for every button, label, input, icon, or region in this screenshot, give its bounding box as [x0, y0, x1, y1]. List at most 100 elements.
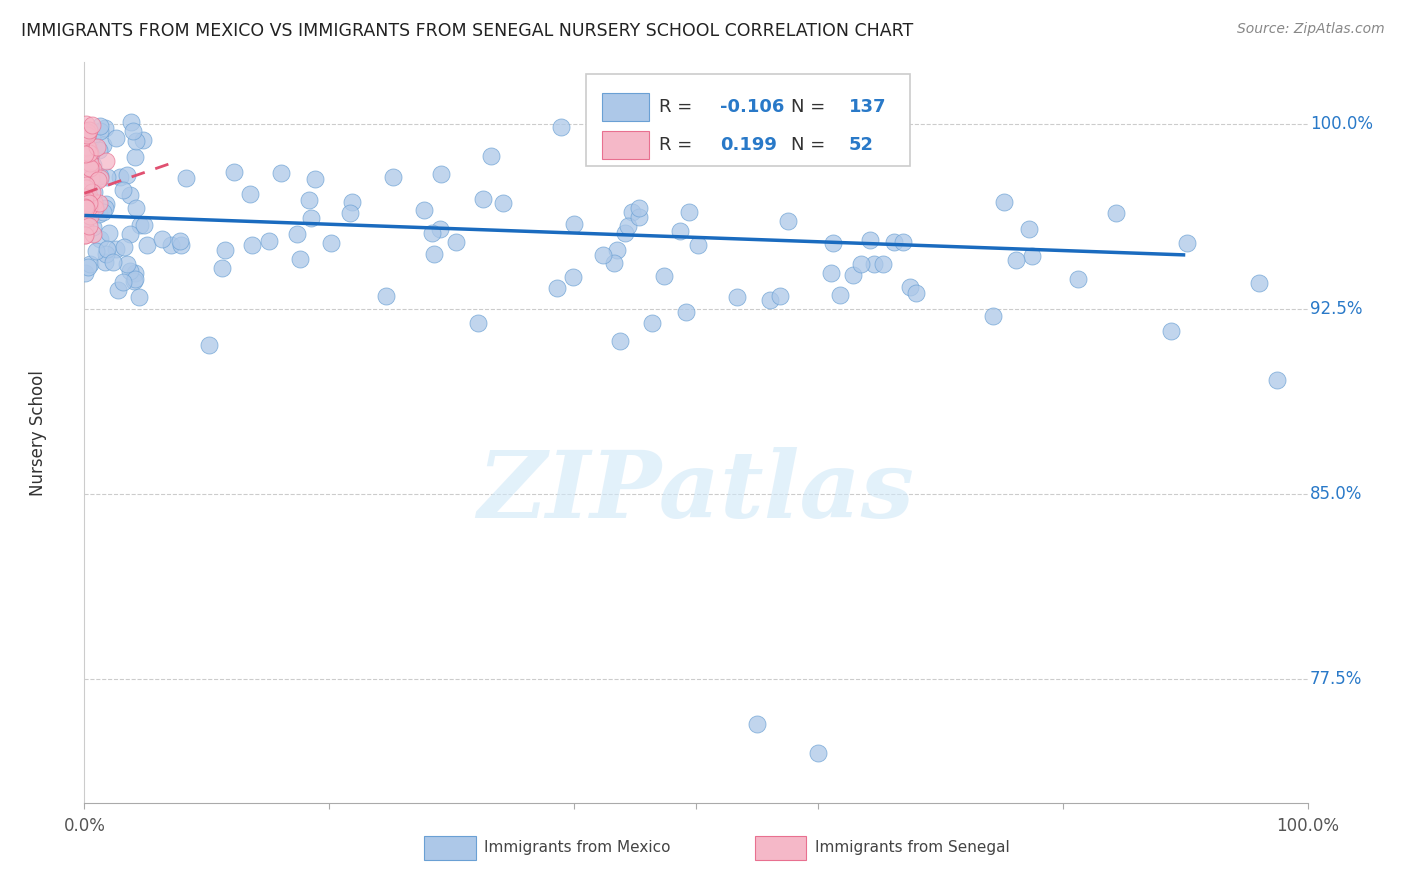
- Point: [851, 257, 873, 271]
- Point: [981, 309, 1004, 323]
- Point: [125, 134, 148, 148]
- Point: [75, 200, 97, 214]
- Point: [77, 189, 100, 203]
- Point: [444, 235, 467, 249]
- Point: [83, 185, 105, 199]
- Point: [564, 217, 586, 231]
- Point: [492, 196, 515, 211]
- Point: [79, 145, 101, 160]
- Point: [1175, 236, 1198, 251]
- Point: [239, 186, 262, 201]
- Point: [86, 139, 108, 153]
- Point: [94, 197, 117, 211]
- Point: [621, 205, 644, 219]
- Point: [823, 236, 845, 251]
- Point: [76, 141, 98, 155]
- Point: [124, 266, 146, 280]
- Point: [73, 132, 96, 146]
- Point: [84, 244, 107, 259]
- Point: [429, 222, 451, 236]
- Point: [1265, 373, 1288, 387]
- Point: [73, 189, 96, 203]
- Point: [1105, 206, 1128, 220]
- Point: [89, 143, 111, 157]
- Point: [79, 161, 101, 175]
- Point: [112, 240, 135, 254]
- Point: [79, 161, 101, 175]
- Point: [75, 118, 97, 132]
- Point: [91, 204, 114, 219]
- Point: [842, 268, 865, 283]
- FancyBboxPatch shape: [755, 836, 806, 860]
- Point: [76, 183, 98, 197]
- Point: [94, 154, 117, 169]
- Point: [75, 180, 97, 194]
- Point: [420, 226, 443, 240]
- Point: [75, 181, 97, 195]
- Point: [79, 155, 101, 169]
- Text: R =: R =: [659, 136, 693, 154]
- Point: [562, 270, 585, 285]
- Point: [94, 254, 117, 268]
- Point: [240, 237, 263, 252]
- Text: R =: R =: [659, 98, 693, 116]
- Point: [124, 272, 146, 286]
- Point: [96, 242, 118, 256]
- FancyBboxPatch shape: [602, 131, 650, 160]
- Point: [73, 200, 96, 214]
- Point: [79, 257, 101, 271]
- Point: [150, 232, 173, 246]
- Point: [84, 203, 107, 218]
- Point: [214, 243, 236, 257]
- Point: [340, 194, 363, 209]
- Point: [75, 133, 97, 147]
- Point: [641, 316, 664, 330]
- Point: [479, 149, 502, 163]
- Text: N =: N =: [792, 136, 825, 154]
- Point: [617, 219, 640, 233]
- Point: [883, 235, 905, 249]
- Point: [82, 227, 104, 241]
- Point: [77, 199, 100, 213]
- Point: [170, 238, 193, 252]
- Point: [89, 171, 111, 186]
- Point: [91, 138, 114, 153]
- Point: [120, 115, 142, 129]
- Point: [606, 244, 628, 258]
- Point: [89, 169, 111, 183]
- Point: [859, 233, 882, 247]
- Point: [122, 124, 145, 138]
- Point: [891, 235, 914, 249]
- Point: [1247, 277, 1270, 291]
- Point: [285, 227, 308, 241]
- Point: [467, 316, 489, 330]
- Text: 85.0%: 85.0%: [1310, 485, 1362, 503]
- Text: Source: ZipAtlas.com: Source: ZipAtlas.com: [1237, 22, 1385, 37]
- Point: [77, 200, 100, 214]
- Point: [76, 125, 98, 139]
- FancyBboxPatch shape: [425, 836, 475, 860]
- Point: [75, 266, 97, 280]
- Point: [73, 196, 96, 211]
- Point: [339, 206, 361, 220]
- Point: [592, 248, 614, 262]
- Point: [169, 235, 191, 249]
- Point: [77, 195, 100, 210]
- Point: [1005, 252, 1028, 267]
- Point: [257, 234, 280, 248]
- Point: [77, 150, 100, 164]
- Point: [769, 288, 792, 302]
- Point: [94, 247, 117, 261]
- Point: [319, 235, 342, 250]
- Point: [79, 146, 101, 161]
- Point: [104, 131, 127, 145]
- Point: [905, 285, 928, 300]
- Point: [97, 226, 120, 240]
- Point: [89, 232, 111, 246]
- Point: [304, 172, 326, 186]
- Point: [993, 194, 1015, 209]
- Point: [678, 204, 700, 219]
- Point: [117, 168, 139, 182]
- Point: [381, 170, 404, 185]
- Point: [430, 167, 453, 181]
